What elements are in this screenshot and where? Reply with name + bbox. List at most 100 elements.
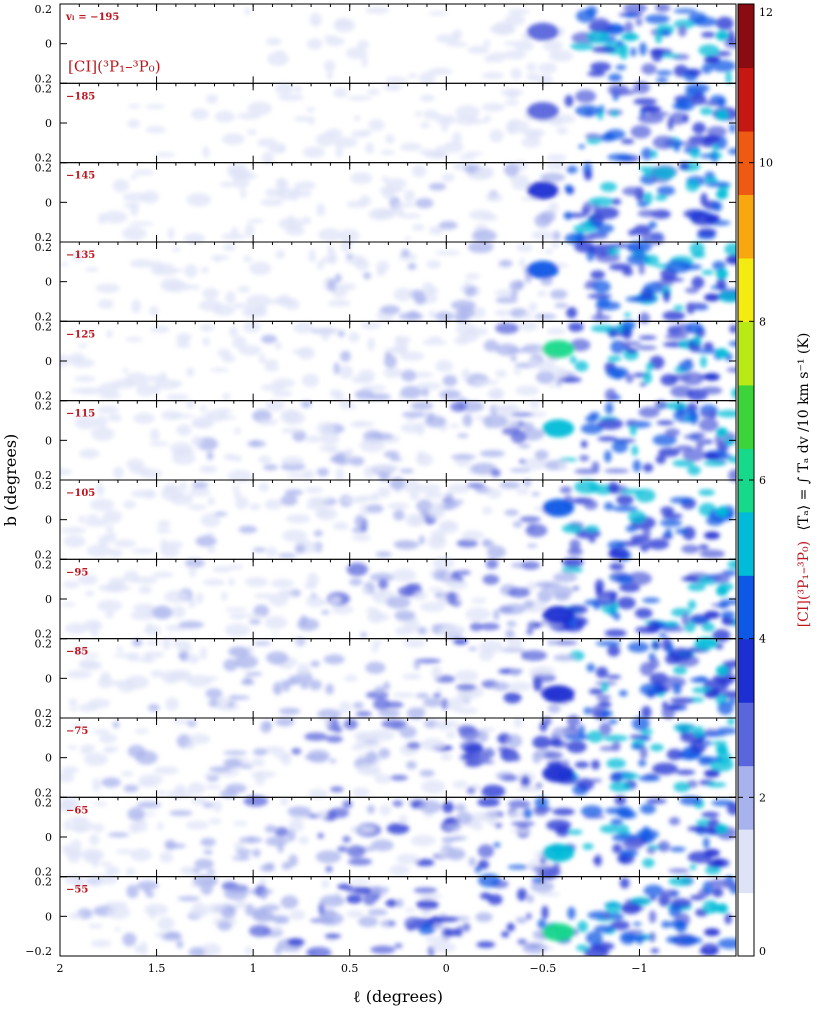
y-tick-label: 0.2	[35, 469, 53, 482]
y-tick-label: 0.2	[35, 390, 53, 403]
colorbar: 0 2 4 6 8 10 12	[737, 3, 773, 958]
emission-map	[60, 239, 736, 324]
panel-velocity-label: −65	[66, 805, 88, 816]
channel-panel: 0.2 0 0.2 −85	[35, 637, 737, 720]
colorbar-tick-label: 0	[759, 945, 766, 958]
y-tick-label: 0.2	[35, 82, 53, 95]
y-tick-label: 0	[45, 752, 52, 765]
x-axis: 2 1.5 1 0.5 0 −0.5 −1	[57, 962, 648, 975]
panel-velocity-label: −185	[66, 91, 95, 102]
channel-panel: 0.2 0 0.2 −185	[35, 81, 737, 165]
y-tick-label: 0.2	[35, 796, 53, 809]
channel-panel: 0.2 0 0.2 −145	[35, 160, 737, 246]
colorbar-tick-label: 10	[759, 157, 773, 170]
y-tick-label: 0	[45, 38, 52, 51]
x-tick-label: −0.5	[530, 962, 557, 975]
emission-map	[60, 477, 735, 562]
colorbar-swatch	[738, 892, 754, 957]
emission-map	[66, 637, 736, 720]
y-axis-label: b (degrees)	[1, 434, 20, 527]
panel-velocity-label: −85	[66, 647, 88, 658]
x-tick-label: 0.5	[341, 962, 359, 975]
y-tick-label: 0.2	[35, 320, 53, 333]
panel-velocity-label: −125	[66, 329, 95, 340]
emission-map	[60, 714, 736, 800]
x-tick-label: 1.5	[148, 962, 166, 975]
y-tick-label: 0.2	[35, 162, 53, 175]
emission-map	[60, 397, 736, 483]
y-tick-label: 0.2	[35, 479, 53, 492]
colorbar-swatch	[738, 702, 754, 767]
panel-frame	[59, 82, 737, 164]
colorbar-swatch	[738, 638, 754, 703]
colorbar-tick-label: 12	[759, 6, 773, 19]
panel-velocity-label: vₗ = −195	[65, 12, 119, 23]
colorbar-swatch	[738, 448, 754, 513]
y-tick-label: 0.2	[35, 558, 53, 571]
colorbar-swatch	[738, 67, 754, 132]
y-tick-label: 0.2	[35, 786, 53, 799]
y-tick-label: 0	[45, 831, 52, 844]
colorbar-swatch	[738, 384, 754, 449]
emission-map	[244, 4, 736, 85]
x-axis-label: ℓ (degrees)	[353, 987, 443, 1006]
y-tick-label: 0.2	[35, 866, 53, 879]
emission-map	[98, 160, 731, 246]
colorbar-label: [CI](³P₁–³P₀) ⟨Tₐ⟩ = ∫ Tₐ dv /10 km s⁻¹ …	[796, 333, 812, 628]
channel-panel: 0.2 0 −0.2 −55	[25, 873, 737, 958]
y-tick-label: 0.2	[35, 548, 53, 561]
y-tick-label: 0.2	[35, 310, 53, 323]
colorbar-swatch	[738, 4, 754, 69]
colorbar-swatch	[738, 765, 754, 830]
y-tick-label: 0.2	[35, 231, 53, 244]
panel-velocity-label: −75	[66, 726, 88, 737]
panel-stack: 0.2 0 0.2 vₗ = −195 [CI](³P₁–³P₀) 0.2 0 0.2 −185…	[25, 3, 737, 958]
channel-panel: 0.2 0 0.2 −105	[35, 477, 737, 562]
y-tick-label: 0.2	[35, 72, 53, 85]
y-tick-label: 0	[45, 593, 52, 606]
emission-map	[60, 320, 736, 402]
panel-velocity-label: −135	[66, 250, 95, 261]
y-tick-label: 0	[45, 514, 52, 527]
colorbar-swatch	[738, 257, 754, 322]
colorbar-swatch	[738, 321, 754, 386]
y-tick-label: 0.2	[35, 241, 53, 254]
y-tick-label: 0.2	[35, 152, 53, 165]
panel-velocity-label: −95	[66, 567, 88, 578]
colorbar-swatch	[738, 194, 754, 259]
emission-map	[61, 556, 736, 643]
y-tick-label: 0	[45, 910, 52, 923]
emission-map	[60, 795, 736, 881]
emission-map	[127, 81, 736, 165]
x-tick-label: 0	[443, 962, 450, 975]
y-tick-label: 0.2	[35, 3, 53, 16]
colorbar-swatch	[738, 511, 754, 576]
y-tick-label: 0.2	[35, 707, 53, 720]
colorbar-tick-label: 6	[759, 474, 766, 487]
x-tick-label: 1	[250, 962, 257, 975]
y-tick-label: 0.2	[35, 628, 53, 641]
colorbar-swatch	[738, 130, 754, 195]
y-tick-label: 0	[45, 672, 52, 685]
colorbar-swatch	[738, 829, 754, 894]
colorbar-label-tracer: [CI](³P₁–³P₀)	[796, 541, 812, 627]
y-tick-label: 0.2	[35, 400, 53, 413]
channel-panel: 0.2 0 0.2 vₗ = −195 [CI](³P₁–³P₀)	[35, 3, 737, 85]
y-tick-label: 0.2	[35, 876, 53, 889]
x-tick-label: −1	[631, 962, 647, 975]
y-tick-label: 0	[45, 355, 52, 368]
channel-panel: 0.2 0 0.2 −95	[35, 556, 737, 643]
x-tick-label: 2	[57, 962, 64, 975]
panel-tracer-label: [CI](³P₁–³P₀)	[68, 57, 161, 75]
y-tick-label: 0	[45, 276, 52, 289]
y-tick-label: −0.2	[25, 945, 52, 958]
colorbar-tick-label: 2	[759, 791, 766, 804]
y-tick-label: 0	[45, 434, 52, 447]
channel-panel: 0.2 0 0.2 −75	[35, 714, 737, 800]
channel-panel: 0.2 0 0.2 −135	[35, 239, 737, 324]
y-tick-label: 0.2	[35, 717, 53, 730]
channel-panel: 0.2 0 0.2 −115	[35, 397, 737, 483]
panel-velocity-label: −105	[66, 488, 95, 499]
colorbar-tick-label: 8	[759, 315, 766, 328]
